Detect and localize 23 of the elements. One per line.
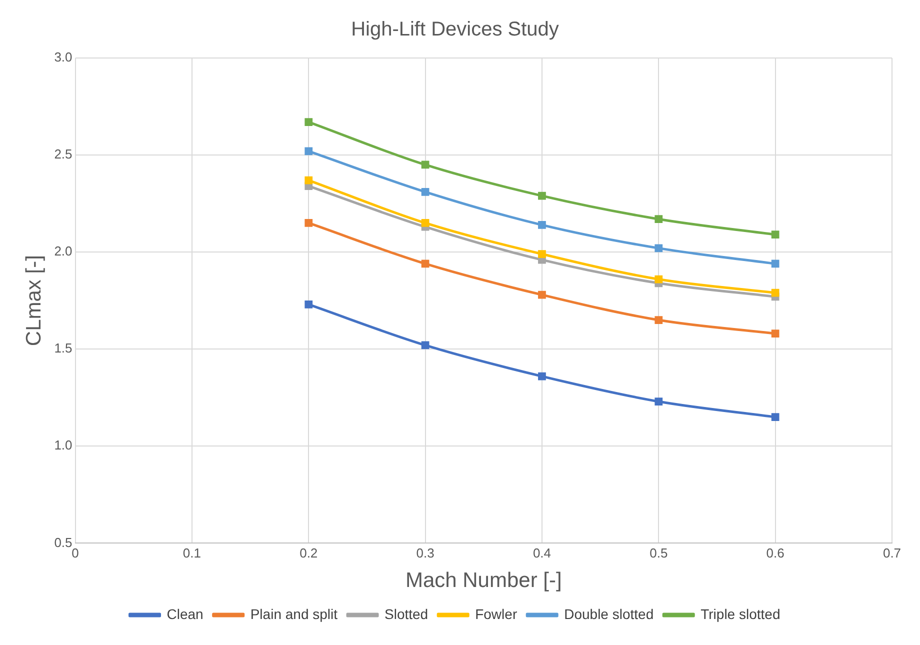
chart-title: High-Lift Devices Study <box>351 18 559 41</box>
x-tick-label: 0.1 <box>182 546 201 561</box>
x-tick-label: 0 <box>72 546 79 561</box>
y-tick-label: 1.5 <box>54 340 72 356</box>
y-tick-label: 2.0 <box>54 244 72 259</box>
y-tick-label: 3.0 <box>54 50 72 65</box>
legend-label: Slotted <box>384 606 428 622</box>
legend-label: Fowler <box>475 606 518 622</box>
x-axis-title: Mach Number [-] <box>405 569 562 592</box>
y-tick-label: 1.0 <box>54 438 72 453</box>
legend-label: Clean <box>166 606 204 622</box>
legend-label: Plain and split <box>250 606 338 622</box>
x-tick-label: 0.7 <box>882 546 902 561</box>
y-tick-label: 0.5 <box>54 534 72 550</box>
y-tick-label: 2.5 <box>54 146 72 162</box>
x-tick-label: 0.6 <box>766 546 784 561</box>
x-tick-label: 0.5 <box>650 546 668 561</box>
x-tick-label: 0.4 <box>532 546 552 561</box>
x-tick-label: 0.3 <box>416 546 434 561</box>
legend-label: Triple slotted <box>700 606 780 622</box>
x-tick-label: 0.2 <box>300 546 318 561</box>
y-axis-title: CLmax [-] <box>22 255 46 346</box>
legend-label: Double slotted <box>564 606 654 622</box>
